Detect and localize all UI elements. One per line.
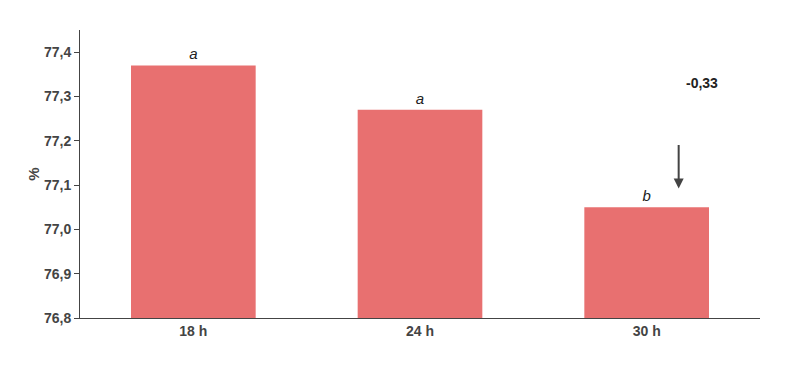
svg-text:18 h: 18 h: [179, 323, 207, 339]
svg-text:24 h: 24 h: [406, 323, 434, 339]
svg-text:%: %: [25, 167, 42, 180]
svg-text:77,1: 77,1: [44, 177, 71, 193]
svg-text:b: b: [642, 187, 650, 204]
svg-text:77,0: 77,0: [44, 221, 71, 237]
svg-text:76,8: 76,8: [44, 310, 71, 326]
svg-text:77,4: 77,4: [44, 44, 71, 60]
svg-text:-0,33: -0,33: [686, 75, 718, 91]
svg-text:a: a: [416, 90, 424, 107]
svg-text:76,9: 76,9: [44, 266, 71, 282]
svg-text:30 h: 30 h: [633, 323, 661, 339]
svg-text:77,2: 77,2: [44, 133, 71, 149]
svg-text:a: a: [189, 45, 197, 62]
svg-text:77,3: 77,3: [44, 88, 71, 104]
